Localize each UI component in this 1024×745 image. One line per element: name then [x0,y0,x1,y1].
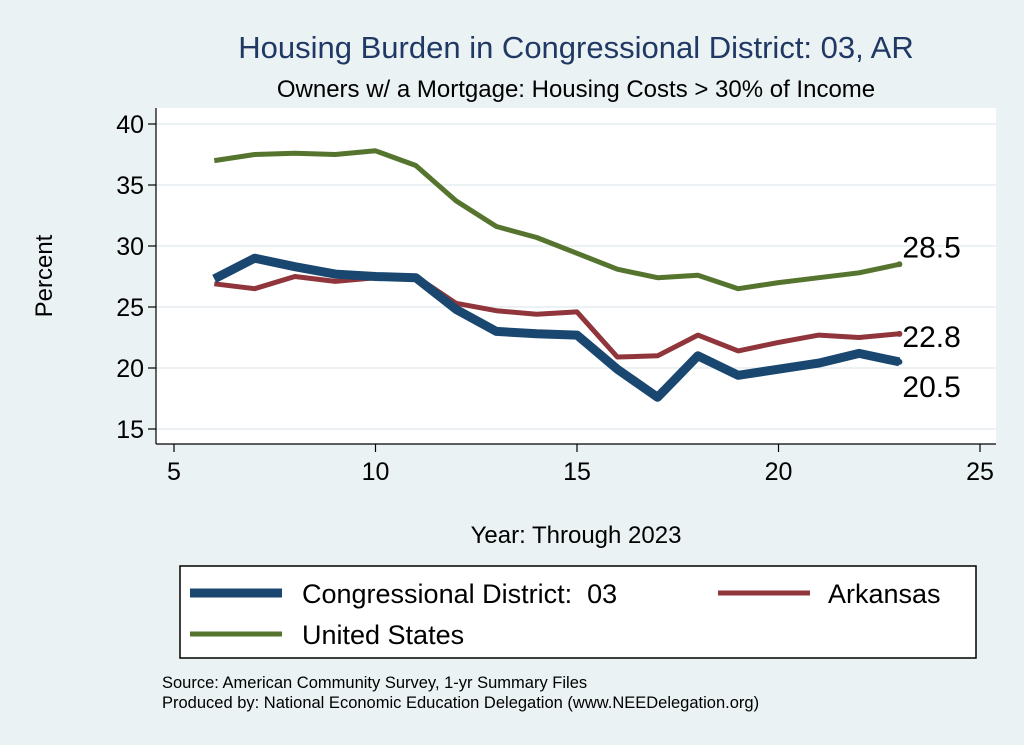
x-tick-label: 5 [167,458,181,486]
y-tick-label: 30 [116,233,144,261]
chart-title: Housing Burden in Congressional District… [238,30,913,65]
y-tick-label: 20 [116,355,144,383]
x-axis-label: Year: Through 2023 [471,522,682,549]
legend-label-1: Arkansas [828,579,941,609]
y-axis-label: Percent [31,234,58,317]
end-labels: 28.5 22.8 20.5 [896,231,961,404]
end-point-1 [896,330,903,337]
grid-lines [156,123,996,430]
series-line-2 [213,148,900,292]
x-tick-label: 20 [765,458,793,486]
axes: 15 20 25 30 35 40 5 10 15 20 25 [116,108,996,486]
source-note: Source: American Community Survey, 1-yr … [162,674,587,692]
y-tick-label: 35 [116,172,144,200]
y-tick-label: 25 [116,294,144,322]
legend-label-2: United States [302,620,464,650]
series-line-0 [212,253,901,402]
end-point-0 [896,358,903,365]
series-line-1 [213,274,900,360]
legend-label-0: Congressional District: 03 [302,579,617,609]
legend: Congressional District: 03 Arkansas United… [179,565,977,659]
chart-subtitle: Owners w/ a Mortgage: Housing Costs > 30… [277,76,875,103]
end-point-2 [896,261,903,268]
end-label-1: 22.8 [902,321,960,354]
plot-area [156,108,996,444]
x-tick-label: 10 [362,458,390,486]
producer-note: Produced by: National Economic Education… [162,694,759,712]
x-tick-label: 15 [563,458,591,486]
y-tick-label: 40 [116,111,144,139]
end-label-2: 28.5 [902,231,960,264]
end-label-0: 20.5 [902,371,960,404]
y-tick-label: 15 [116,416,144,444]
series-lines [212,148,901,402]
x-tick-label: 25 [966,458,994,486]
legend-box [179,565,977,659]
